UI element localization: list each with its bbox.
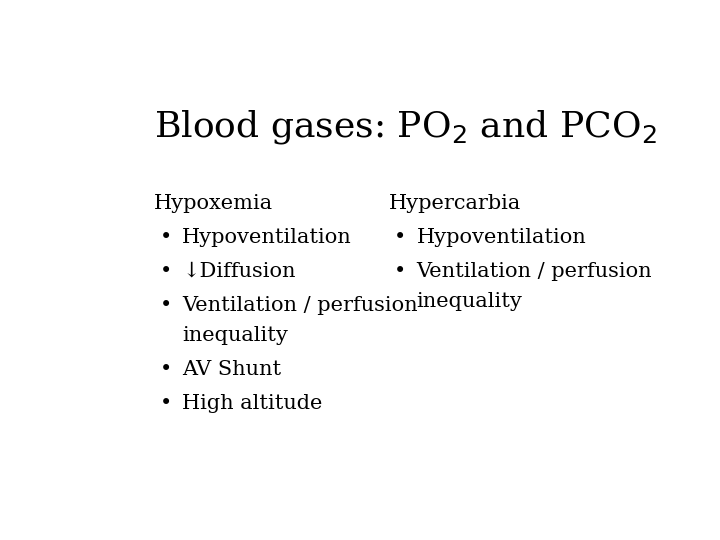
Text: Hypercarbia: Hypercarbia bbox=[389, 194, 521, 213]
Text: Blood gases: PO$_2$ and PCO$_2$: Blood gases: PO$_2$ and PCO$_2$ bbox=[154, 109, 657, 146]
Text: •: • bbox=[160, 296, 172, 315]
Text: inequality: inequality bbox=[416, 292, 522, 311]
Text: •: • bbox=[160, 360, 172, 379]
Text: •: • bbox=[160, 228, 172, 247]
Text: Hypoxemia: Hypoxemia bbox=[154, 194, 274, 213]
Text: Ventilation / perfusion: Ventilation / perfusion bbox=[182, 296, 418, 315]
Text: •: • bbox=[394, 262, 406, 281]
Text: •: • bbox=[160, 262, 172, 281]
Text: Ventilation / perfusion: Ventilation / perfusion bbox=[416, 262, 652, 281]
Text: High altitude: High altitude bbox=[182, 394, 323, 413]
Text: Hypoventilation: Hypoventilation bbox=[416, 228, 586, 247]
Text: inequality: inequality bbox=[182, 326, 288, 345]
Text: •: • bbox=[394, 228, 406, 247]
Text: ↓Diffusion: ↓Diffusion bbox=[182, 262, 296, 281]
Text: Hypoventilation: Hypoventilation bbox=[182, 228, 352, 247]
Text: AV Shunt: AV Shunt bbox=[182, 360, 282, 379]
Text: •: • bbox=[160, 394, 172, 413]
